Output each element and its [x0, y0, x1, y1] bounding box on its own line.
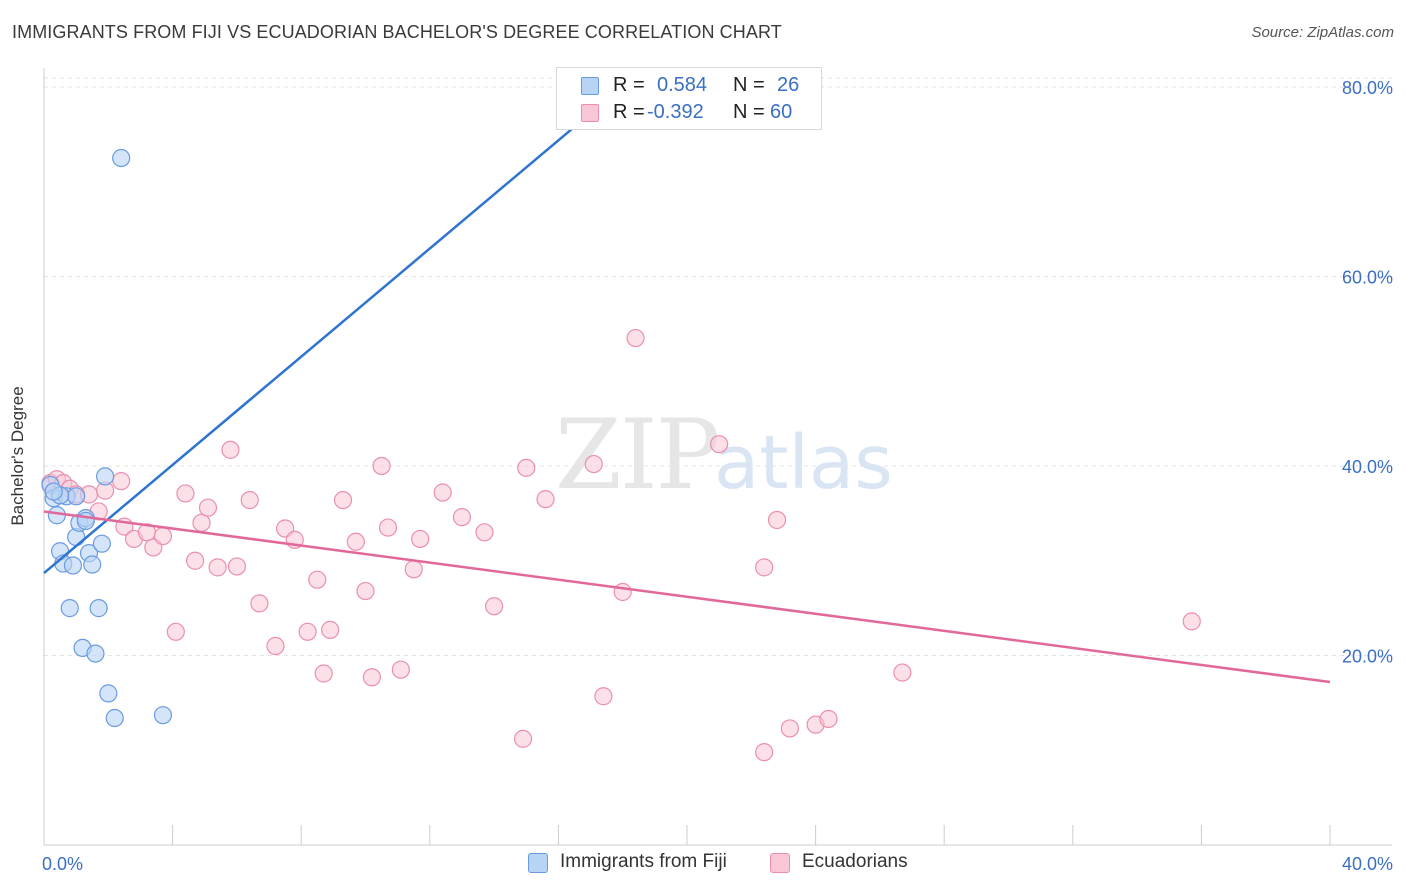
ecuadorians-point	[594, 687, 613, 706]
n-label: N =	[733, 101, 765, 123]
fiji-point	[47, 506, 66, 525]
ecuadorians-point	[198, 498, 218, 517]
ecuadorians-legend-swatch	[770, 853, 790, 873]
ecuadorians-point	[767, 510, 787, 530]
ecuadorians-point	[192, 513, 211, 532]
y-tick-label: 80.0%	[1342, 78, 1393, 98]
fiji-point	[63, 556, 83, 575]
y-tick-label: 60.0%	[1342, 267, 1393, 287]
fiji-point	[86, 644, 105, 663]
ecuadorians-point	[517, 458, 536, 477]
ecuadorians-point	[166, 622, 185, 641]
n-value: 26	[777, 74, 800, 96]
fiji-point	[89, 599, 108, 618]
fiji-point	[44, 482, 63, 501]
ecuadorians-point	[208, 558, 227, 577]
ecuadorians-point	[819, 709, 838, 729]
n-value: 60	[770, 101, 793, 123]
r-value: -0.392	[647, 101, 704, 123]
fiji-point	[60, 599, 79, 618]
fiji-point	[83, 555, 102, 574]
ecuadorians-point	[626, 328, 645, 348]
ecuadorians-legend-label: Ecuadorians	[802, 851, 908, 872]
ecuadorians-point	[176, 484, 195, 503]
chart-title: IMMIGRANTS FROM FIJI VS ECUADORIAN BACHE…	[12, 22, 782, 42]
fiji-point	[153, 706, 173, 725]
ecuadorians-point	[362, 668, 382, 687]
watermark-atlas: atlas	[714, 420, 893, 506]
fiji-point	[99, 684, 118, 703]
ecuadorians-point	[333, 490, 353, 510]
fiji-points	[41, 148, 173, 728]
grid-lines	[44, 77, 1392, 656]
trend-lines	[43, 71, 1331, 684]
ecuadorians-point	[485, 597, 504, 616]
ecuadorians-point	[893, 663, 912, 682]
ecuadorians-swatch	[581, 104, 599, 122]
ecuadorians-point	[314, 664, 333, 683]
y-tick-label: 40.0%	[1342, 457, 1393, 477]
fiji-point	[112, 148, 131, 168]
tick-labels: 20.0% 40.0% 60.0% 80.0% 0.0% 40.0%	[42, 78, 1393, 874]
ecuadorians-point	[433, 483, 452, 502]
ecuadorians-point	[112, 472, 131, 491]
x-tick-label-max: 40.0%	[1342, 854, 1393, 874]
ecuadorians-point	[613, 582, 632, 602]
ecuadorians-point	[513, 729, 533, 748]
fiji-legend-swatch	[528, 853, 548, 873]
ecuadorians-point	[346, 532, 365, 551]
ecuadorians-point	[321, 620, 340, 640]
ecuadorians-point	[186, 551, 205, 570]
ecuadorians-point	[308, 570, 327, 589]
y-tick-label: 20.0%	[1342, 646, 1393, 666]
ecuadorians-point	[356, 581, 375, 601]
ecuadorians-point	[536, 490, 555, 509]
ecuadorians-point	[298, 622, 317, 641]
ecuadorians-point	[780, 719, 799, 738]
ecuadorians-point	[584, 454, 603, 474]
r-label: R =	[613, 101, 645, 123]
fiji-point	[92, 534, 111, 553]
source-credit: Source: ZipAtlas.com	[1251, 24, 1394, 41]
ecuadorians-point	[153, 526, 173, 546]
watermark: ZIP atlas	[555, 399, 893, 511]
r-label: R =	[613, 74, 645, 96]
fiji-point	[67, 487, 86, 506]
fiji-legend-label: Immigrants from Fiji	[560, 851, 727, 872]
ecuadorians-point	[227, 557, 246, 576]
watermark-zip: ZIP	[555, 399, 718, 511]
ecuadorians-point	[378, 518, 398, 537]
ecuadorians-point	[404, 560, 423, 579]
ecuadorians-point	[475, 523, 494, 542]
fiji-point	[95, 467, 115, 486]
ecuadorians-point	[391, 660, 410, 679]
ecuadorians-point	[372, 456, 391, 476]
ecuadorians-point	[240, 490, 259, 510]
axes	[43, 68, 1392, 846]
stats-legend: R = 0.584 N = 26 R = -0.392 N = 60	[556, 67, 822, 130]
ecuadorians-trend-line	[43, 510, 1331, 684]
ecuadorians-point	[411, 529, 430, 549]
ecuadorians-point	[1182, 612, 1201, 631]
ecuadorians-point	[755, 558, 774, 577]
fiji-point	[105, 708, 124, 728]
ecuadorians-point	[250, 594, 269, 613]
x-tick-label-min: 0.0%	[42, 854, 83, 874]
ecuadorians-point	[755, 743, 774, 762]
fiji-trend-line	[43, 71, 640, 575]
n-label: N =	[733, 74, 765, 96]
ecuadorians-point	[266, 636, 285, 656]
ecuadorians-points	[41, 328, 1201, 762]
ecuadorians-point	[452, 508, 472, 527]
ecuadorians-point	[221, 440, 240, 459]
r-value: 0.584	[657, 74, 708, 96]
ecuadorians-point	[710, 435, 729, 454]
fiji-swatch	[581, 77, 599, 95]
